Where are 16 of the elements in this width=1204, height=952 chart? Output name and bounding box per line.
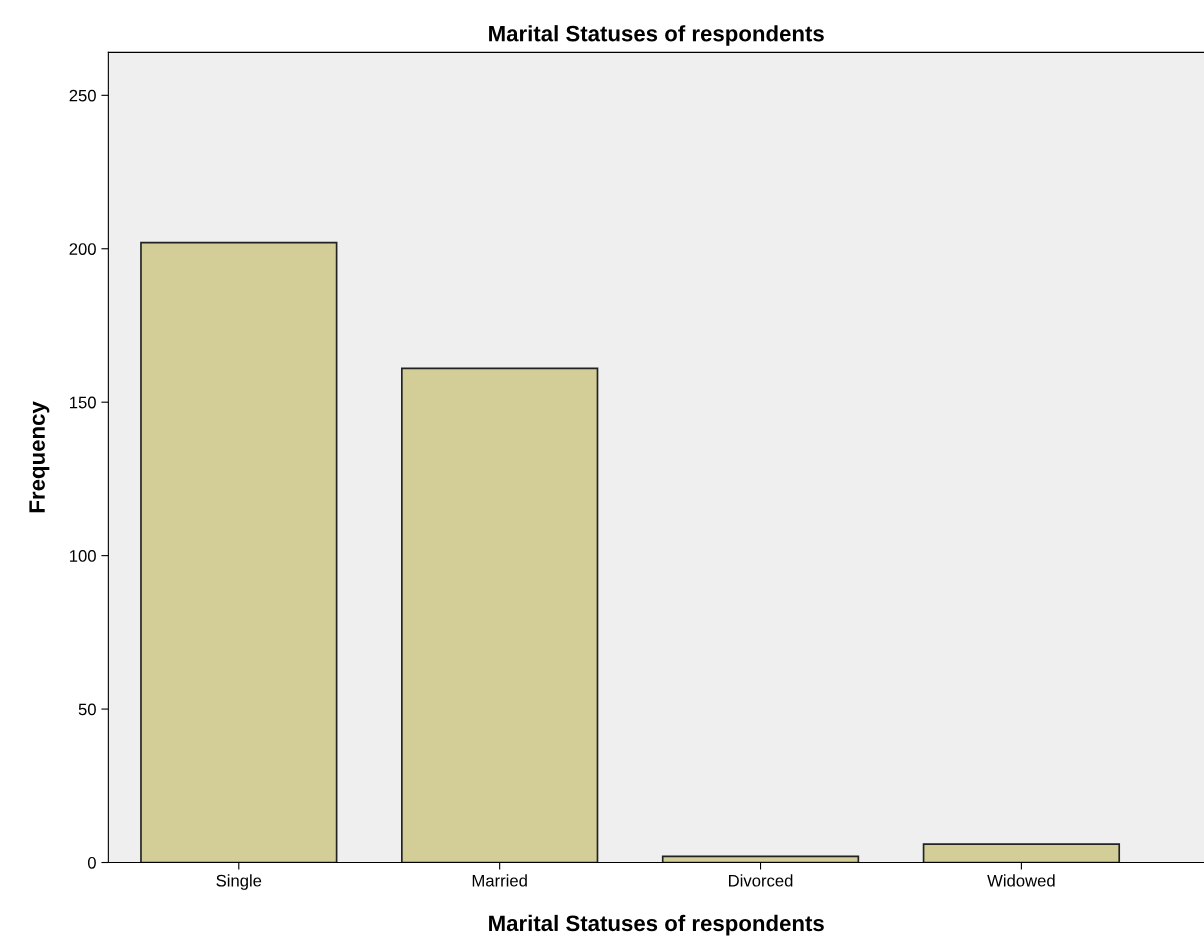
- y-tick-label: 200: [69, 243, 96, 255]
- y-tick-label: 250: [69, 89, 96, 102]
- x-tick-label: Widowed: [987, 874, 1055, 887]
- chart-title: Marital Statuses of respondents: [489, 25, 824, 46]
- x-tick-label: Married: [472, 874, 527, 887]
- y-tick-label: 100: [70, 550, 96, 562]
- x-axis-title: Marital Statuses of respondents: [489, 914, 824, 936]
- x-tick-label: Divorced: [729, 874, 793, 887]
- bar: [400, 367, 599, 863]
- y-axis-title: Frequency: [29, 401, 50, 513]
- y-tick-label: 50: [78, 703, 96, 716]
- x-tick-label: Single: [216, 874, 262, 890]
- bar: [922, 843, 1121, 863]
- y-tick-label: 150: [70, 396, 96, 409]
- y-tick-label: 0: [87, 856, 96, 869]
- bar: [140, 241, 338, 863]
